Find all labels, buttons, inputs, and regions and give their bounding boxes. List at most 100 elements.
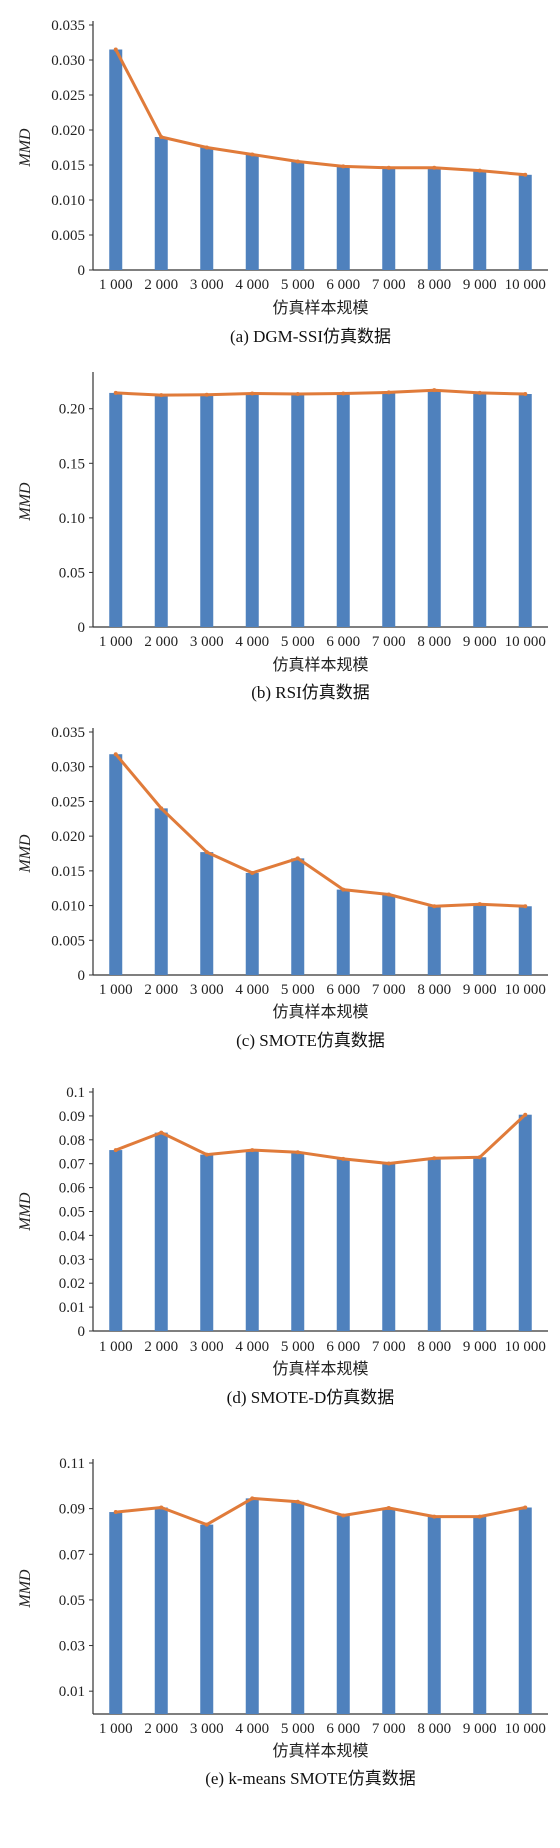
trend-point — [477, 168, 482, 173]
trend-point — [477, 902, 482, 907]
y-tick-label: 0.09 — [59, 1502, 85, 1518]
x-tick-label: 3 000 — [190, 982, 224, 998]
trend-point — [386, 390, 391, 395]
y-tick-label: 0.030 — [51, 53, 85, 69]
x-tick-label: 5 000 — [281, 1721, 315, 1737]
trend-point — [477, 390, 482, 395]
bar-10000 — [518, 394, 532, 627]
trend-point — [341, 1156, 346, 1161]
chart-c-svg: 0 0.005 0.010 0.015 0.020 0.025 0.030 0.035 1 00… — [17, 725, 548, 1050]
x-tick-label: 4 000 — [235, 1339, 269, 1355]
x-tick-label: 10 000 — [505, 277, 546, 293]
trend-point — [204, 850, 209, 855]
y-tick-label: 0.09 — [59, 1109, 85, 1125]
bar-10000 — [518, 1114, 532, 1331]
trend-point — [386, 165, 391, 170]
x-tick-label: 4 000 — [235, 277, 269, 293]
x-tick-label: 9 000 — [463, 634, 497, 650]
bar-1000 — [109, 754, 123, 975]
y-tick-label: 0.07 — [59, 1157, 86, 1173]
y-tick-label: 0.02 — [59, 1276, 85, 1292]
bar-5000 — [291, 858, 305, 975]
bar-7000 — [382, 1163, 396, 1331]
x-axis-title: 仿真样本规模 — [272, 656, 368, 674]
x-tick-label: 5 000 — [281, 634, 315, 650]
chart-caption-e: (e) k-means SMOTE仿真数据 — [205, 1769, 416, 1788]
x-tick-label: 7 000 — [372, 1339, 406, 1355]
trend-point — [113, 752, 118, 757]
x-tick-label: 10 000 — [505, 634, 546, 650]
x-tick-label: 8 000 — [417, 634, 451, 650]
bar-7000 — [382, 1507, 396, 1714]
chart-panel-b: 0 0.05 0.10 0.15 0.20 1 000 2 000 3 000 4 000 5 0… — [0, 362, 560, 717]
trend-point — [250, 152, 255, 157]
y-tick-label: 0 — [78, 263, 86, 279]
y-tick-label: 0.020 — [51, 123, 85, 139]
chart-a-svg: 0 0.005 0.010 0.015 0.020 0.025 0.030 0.035 1 00… — [17, 18, 548, 346]
x-tick-label: 8 000 — [417, 1721, 451, 1737]
x-axis-title: 仿真样本规模 — [272, 1360, 368, 1378]
y-tick-label: 0.035 — [51, 725, 85, 741]
bar-3000 — [200, 852, 214, 975]
bar-6000 — [336, 393, 350, 627]
trend-point — [432, 1514, 437, 1519]
bar-8000 — [427, 906, 441, 975]
trend-point — [341, 391, 346, 396]
trend-point — [204, 145, 209, 150]
trend-point — [295, 392, 300, 397]
bar-6000 — [336, 1158, 350, 1331]
bar-7000 — [382, 167, 396, 270]
bar-4000 — [245, 393, 259, 627]
bar-1000 — [109, 392, 123, 627]
y-tick-label: 0.05 — [59, 1593, 85, 1609]
trend-point — [159, 393, 164, 398]
bar-3000 — [200, 147, 214, 270]
bar-9000 — [473, 904, 487, 975]
bar-2000 — [154, 137, 168, 270]
x-tick-label: 2 000 — [144, 634, 178, 650]
x-tick-label: 8 000 — [417, 277, 451, 293]
trend-point — [159, 1505, 164, 1510]
x-tick-label: 3 000 — [190, 277, 224, 293]
bar-2000 — [154, 395, 168, 627]
y-axis-title: MMD — [17, 834, 34, 874]
trend-point — [523, 392, 528, 397]
x-tick-label: 9 000 — [463, 982, 497, 998]
trend-point — [250, 1148, 255, 1153]
x-tick-label: 10 000 — [505, 982, 546, 998]
x-tick-label: 1 000 — [99, 277, 133, 293]
chart-e-svg: 0.01 0.03 0.05 0.07 0.09 0.11 1 000 2 000 3 000 4… — [17, 1456, 548, 1788]
bar-3000 — [200, 1524, 214, 1714]
chart-panel-c: 0 0.005 0.010 0.015 0.020 0.025 0.030 0.035 1 00… — [0, 717, 560, 1078]
trend-point — [477, 1514, 482, 1519]
trend-point — [432, 165, 437, 170]
bar-6000 — [336, 889, 350, 975]
trend-point — [523, 904, 528, 909]
y-tick-label: 0.10 — [59, 511, 85, 527]
trend-point — [204, 1522, 209, 1527]
x-axis-title: 仿真样本规模 — [272, 1742, 368, 1760]
x-tick-label: 2 000 — [144, 982, 178, 998]
trend-point — [159, 1130, 164, 1135]
chart-caption-b: (b) RSI仿真数据 — [251, 683, 370, 702]
y-tick-label: 0.05 — [59, 565, 85, 581]
y-tick-label: 0.01 — [59, 1300, 85, 1316]
x-axis-title: 仿真样本规模 — [272, 1003, 368, 1021]
trend-point — [523, 1505, 528, 1510]
y-axis-title: MMD — [17, 1569, 34, 1609]
x-tick-label: 2 000 — [144, 1339, 178, 1355]
bar-8000 — [427, 1516, 441, 1714]
x-tick-label: 4 000 — [235, 634, 269, 650]
bar-2000 — [154, 1132, 168, 1331]
x-tick-label: 7 000 — [372, 634, 406, 650]
x-tick-label: 6 000 — [326, 1721, 360, 1737]
y-tick-label: 0 — [78, 1324, 86, 1340]
x-tick-label: 1 000 — [99, 1721, 133, 1737]
chart-panel-d: 0 0.01 0.02 0.03 0.04 0.05 0.06 0.07 0.08 0.09 0.1… — [0, 1078, 560, 1432]
bar-10000 — [518, 174, 532, 270]
y-tick-label: 0.06 — [59, 1181, 86, 1197]
y-tick-label: 0.1 — [66, 1085, 85, 1101]
trend-point — [341, 1513, 346, 1518]
bar-9000 — [473, 170, 487, 270]
